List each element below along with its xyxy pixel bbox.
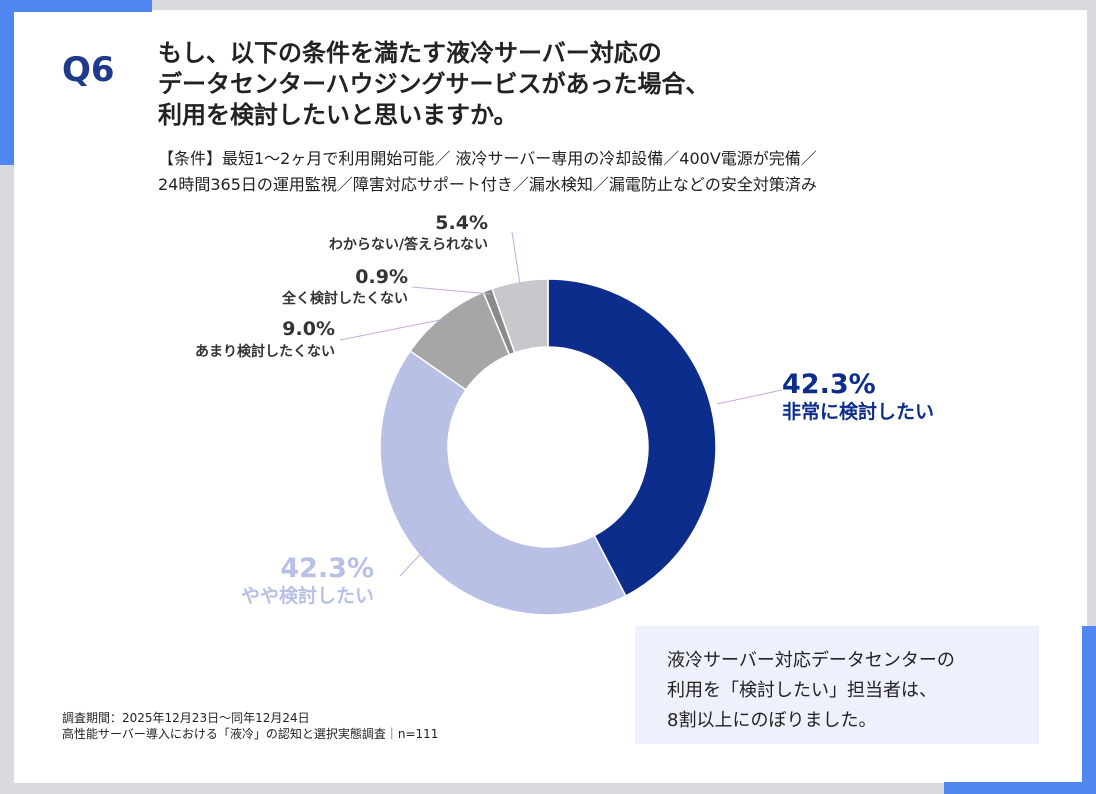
question-number: Q6 [62,50,115,90]
slice-category-label-2: あまり検討したくない [195,343,335,360]
slice-category-label-3: 全く検討したくない [281,290,408,307]
slice-category-label-1: やや検討したい [241,584,374,607]
accent-bar-left [0,0,14,165]
callout-line-2: 利用を「検討したい」担当者は、 [667,680,937,701]
conditions-line-1: 【条件】最短1〜2ヶ月で利用開始可能／ 液冷サーバー専用の冷却設備／400V電源… [158,149,817,168]
leader-line-4 [511,231,521,285]
leader-line-2 [339,319,441,341]
title-line-2: データセンターハウジングサービスがあった場合、 [158,70,710,98]
callout-line-3: 8割以上にのぼりました。 [667,710,877,731]
leader-line-1 [399,545,429,577]
title-line-1: もし、以下の条件を満たす液冷サーバー対応の [158,39,662,67]
survey-period: 調査期間：2025年12月23日〜同年12月24日 [62,711,310,725]
slice-value-label-3: 0.9% [355,266,408,288]
question-title: もし、以下の条件を満たす液冷サーバー対応の データセンターハウジングサービスがあ… [158,38,918,131]
callout-line-1: 液冷サーバー対応データセンターの [667,650,955,671]
slice-value-label-4: 5.4% [435,212,488,234]
slice-category-label-4: わからない/答えられない [329,236,488,253]
survey-footer: 調査期間：2025年12月23日〜同年12月24日 高性能サーバー導入における「… [62,710,438,742]
donut-slice-4 [491,278,549,354]
conditions-line-2: 24時間365日の運用監視／障害対応サポート付き／漏水検知／漏電防止などの安全対… [158,175,817,194]
slice-value-label-2: 9.0% [282,318,335,340]
slice-category-label-0: 非常に検討したい [782,400,934,423]
summary-callout: 液冷サーバー対応データセンターの 利用を「検討したい」担当者は、 8割以上にのぼ… [635,626,1039,744]
accent-bar-top [0,0,152,12]
accent-bar-bottom [944,782,1096,794]
conditions-text: 【条件】最短1〜2ヶ月で利用開始可能／ 液冷サーバー専用の冷却設備／400V電源… [158,146,1058,198]
leader-line-3 [411,286,491,295]
leader-line-0 [716,389,783,405]
callout-text: 液冷サーバー対応データセンターの 利用を「検討したい」担当者は、 8割以上にのぼ… [667,646,955,736]
donut-slice-1 [379,349,627,616]
title-line-3: 利用を検討したいと思いますか。 [158,101,518,129]
accent-bar-right [1082,626,1096,794]
slice-value-label-1: 42.3% [280,553,374,584]
survey-name: 高性能サーバー導入における「液冷」の認知と選択実態調査｜n=111 [62,727,439,741]
donut-slice-0 [547,278,717,597]
slice-value-label-0: 42.3% [782,369,876,400]
